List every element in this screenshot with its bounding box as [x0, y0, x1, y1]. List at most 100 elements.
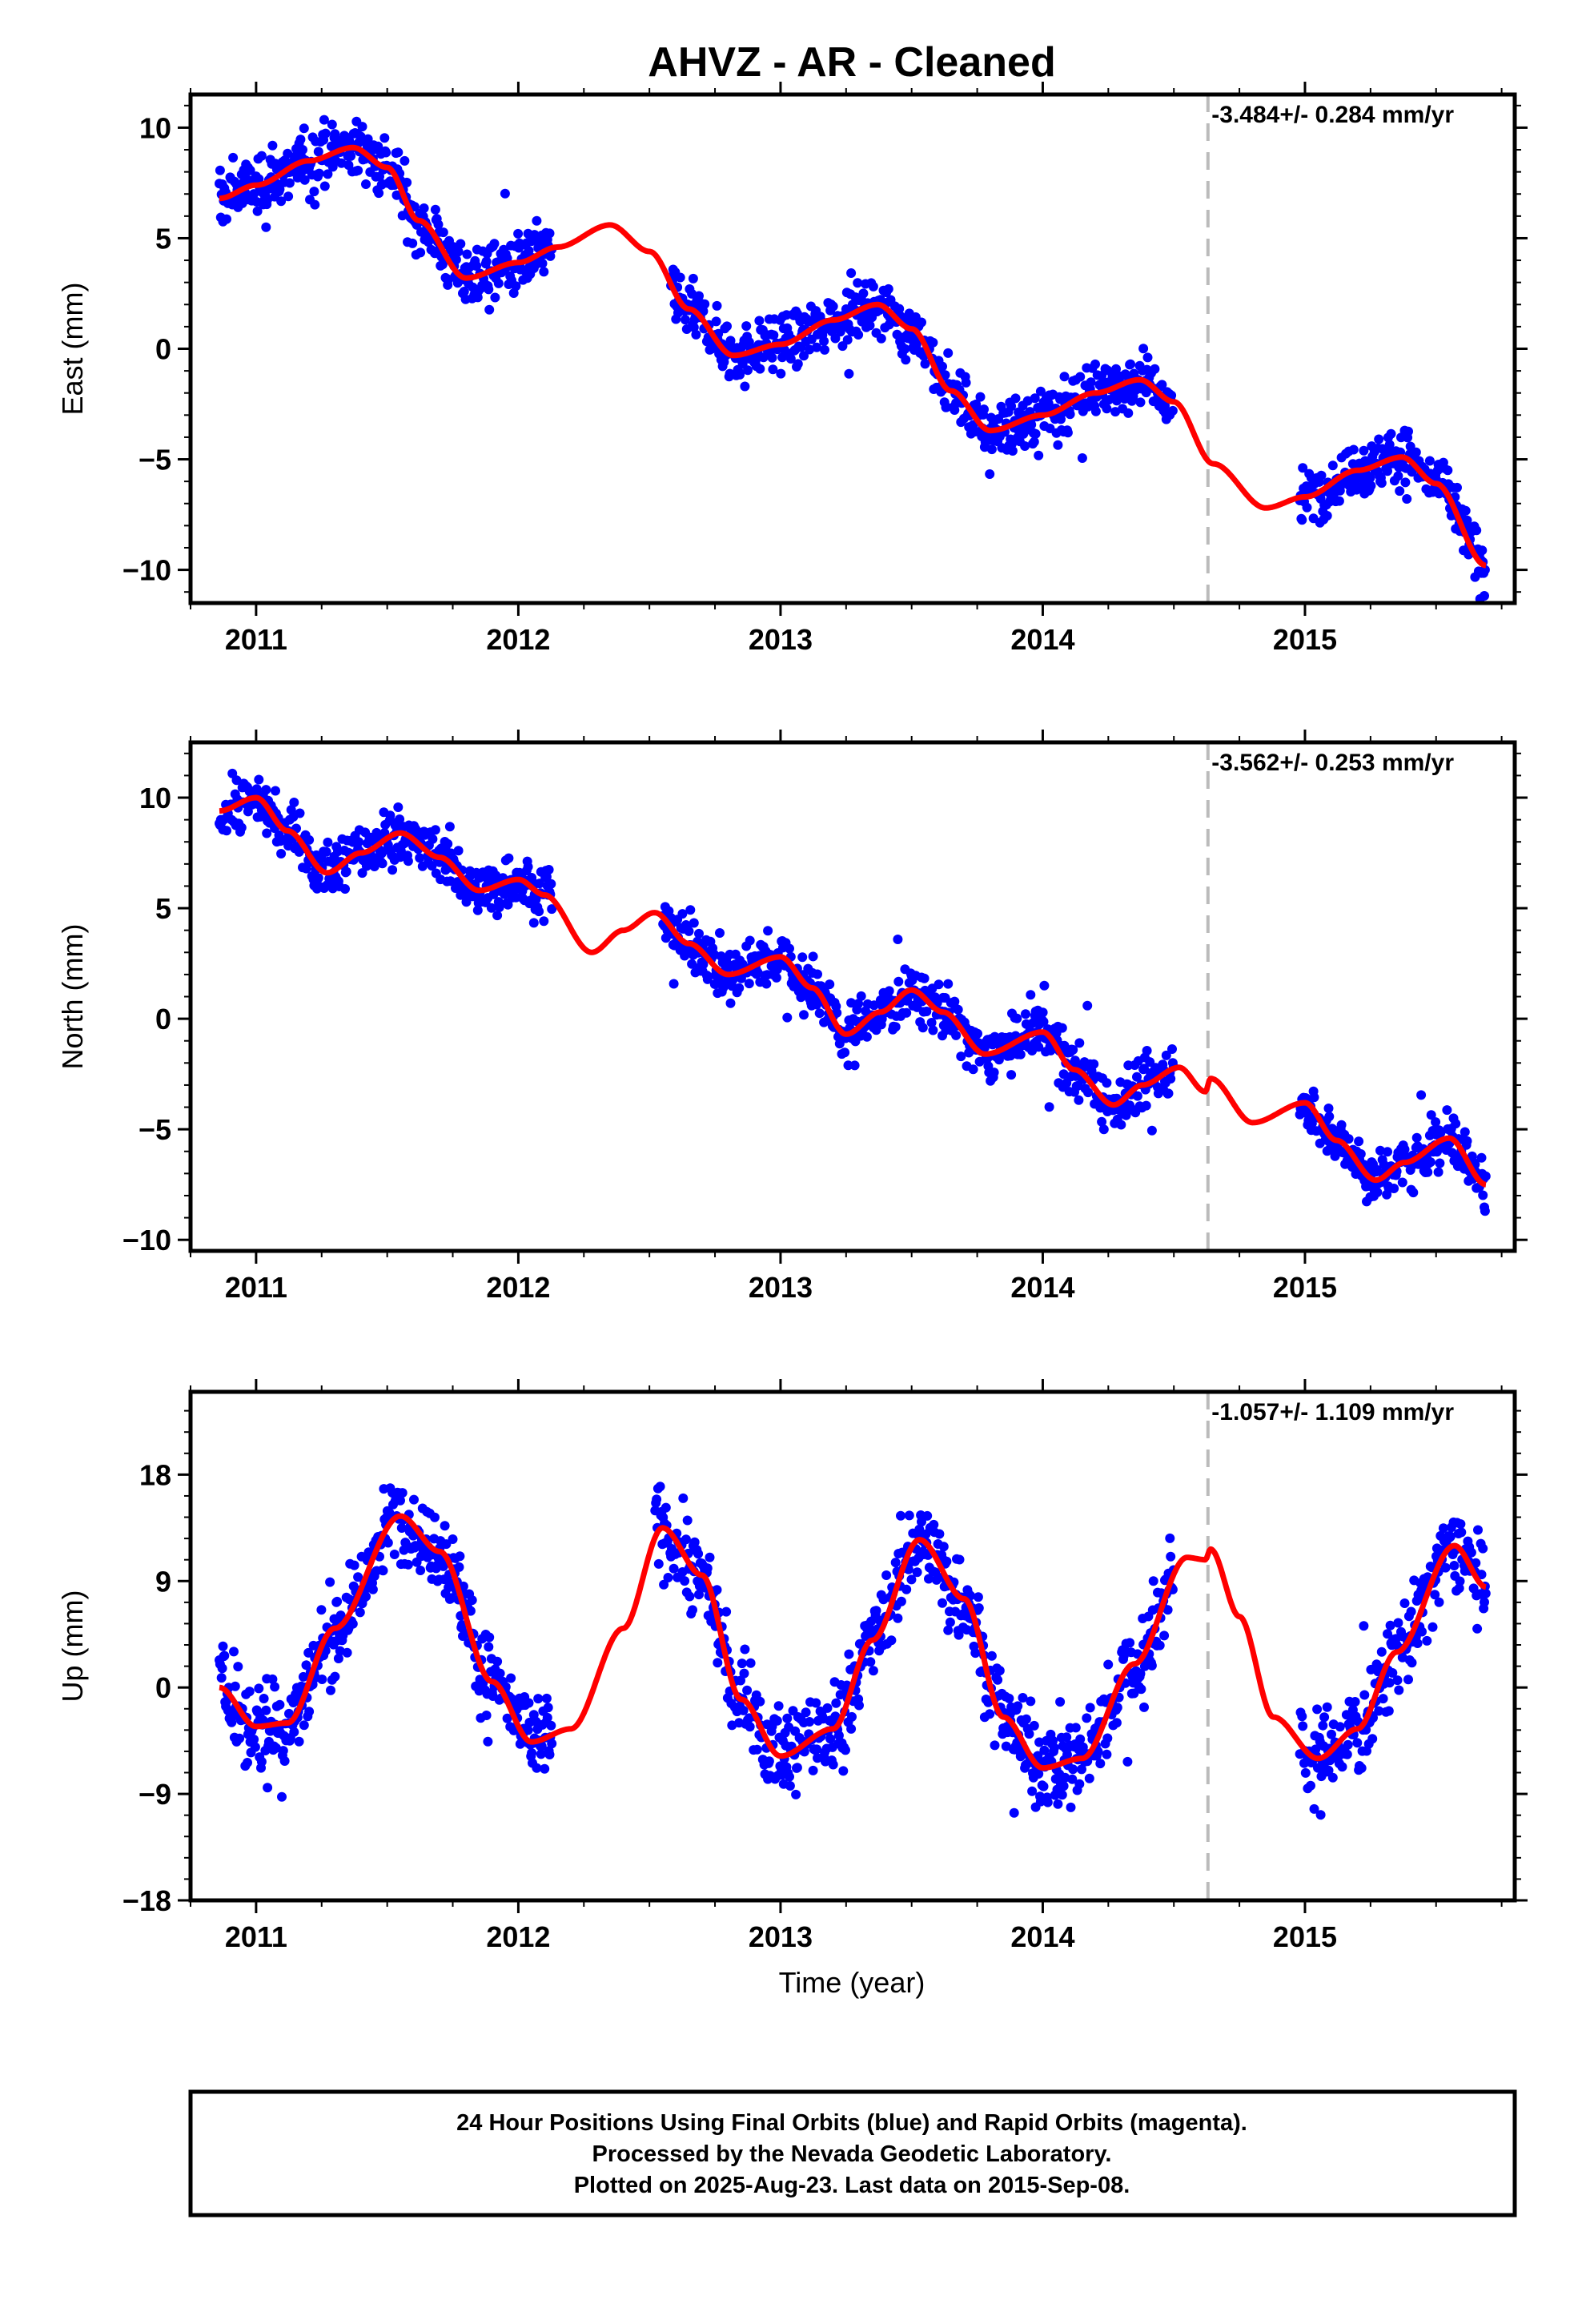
- data-point: [740, 1644, 750, 1655]
- data-point: [349, 1560, 359, 1570]
- y-tick-label: −9: [139, 1778, 171, 1811]
- data-point: [769, 330, 779, 340]
- data-point: [347, 1618, 358, 1629]
- data-point: [1462, 515, 1472, 525]
- data-point: [254, 174, 264, 184]
- data-point: [1086, 377, 1096, 388]
- data-point: [1322, 1702, 1332, 1712]
- data-point: [822, 1703, 833, 1713]
- data-point: [1417, 1626, 1427, 1637]
- data-point: [1472, 1623, 1483, 1634]
- data-point: [1095, 1759, 1106, 1769]
- data-point: [858, 288, 869, 299]
- data-point: [1359, 445, 1369, 456]
- data-point: [1300, 1767, 1311, 1778]
- data-point: [373, 141, 383, 151]
- data-point: [761, 979, 772, 989]
- data-point: [901, 1584, 912, 1594]
- data-point: [481, 1711, 492, 1720]
- data-point: [1477, 545, 1488, 556]
- data-point: [1476, 1570, 1487, 1580]
- data-point: [504, 853, 514, 863]
- data-point: [483, 1736, 493, 1747]
- data-point: [1352, 1738, 1363, 1748]
- footer-line-3: Plotted on 2025-Aug-23. Last data on 201…: [574, 2173, 1130, 2198]
- data-point: [893, 1613, 903, 1623]
- data-point: [1026, 990, 1036, 1000]
- data-point: [263, 195, 273, 205]
- data-point: [355, 1607, 365, 1618]
- data-point: [1146, 1125, 1157, 1136]
- data-point: [492, 1656, 503, 1667]
- data-point: [1024, 1729, 1034, 1739]
- data-point: [327, 119, 337, 130]
- data-point: [954, 1554, 965, 1565]
- data-point: [801, 1707, 811, 1718]
- data-point: [900, 344, 910, 354]
- y-tick-label: −10: [122, 554, 171, 587]
- data-point: [1085, 1703, 1095, 1713]
- data-point: [1460, 1127, 1470, 1137]
- data-point: [1298, 1721, 1308, 1731]
- data-point: [299, 175, 310, 185]
- data-point: [693, 1549, 704, 1559]
- data-point: [1034, 1769, 1044, 1779]
- data-point: [454, 1562, 464, 1572]
- data-point: [833, 1731, 844, 1741]
- footer-box: 24 Hour Positions Using Final Orbits (bl…: [188, 2089, 1517, 2217]
- data-point: [689, 322, 699, 332]
- data-point: [1027, 1786, 1038, 1796]
- data-point: [490, 292, 500, 303]
- data-point: [284, 1708, 294, 1719]
- data-point: [1029, 436, 1039, 447]
- data-point: [524, 1698, 534, 1708]
- data-point: [808, 951, 818, 962]
- data-point: [738, 1705, 749, 1715]
- data-point: [970, 1648, 981, 1659]
- data-point: [1039, 1745, 1050, 1755]
- data-point: [1337, 1762, 1347, 1772]
- data-point: [1077, 1764, 1086, 1775]
- x-tick-label: 2015: [1273, 1271, 1337, 1304]
- data-point: [1004, 1693, 1014, 1703]
- data-point: [1126, 359, 1135, 369]
- data-point: [705, 1552, 715, 1562]
- data-point: [689, 918, 699, 928]
- data-point: [1378, 1694, 1388, 1704]
- data-point: [1038, 1007, 1048, 1018]
- data-point: [1075, 372, 1086, 382]
- y-axis-label: Up (mm): [56, 1590, 89, 1703]
- data-point: [1082, 1000, 1093, 1011]
- data-point: [1053, 1799, 1063, 1809]
- data-point: [713, 1658, 723, 1668]
- data-point: [544, 865, 554, 875]
- data-point: [1142, 352, 1153, 363]
- data-point: [768, 364, 778, 375]
- data-point: [812, 342, 822, 352]
- data-point: [396, 1523, 407, 1533]
- data-point: [389, 1550, 400, 1559]
- data-point: [1159, 1630, 1170, 1641]
- data-point: [813, 969, 822, 979]
- data-point: [1070, 1723, 1081, 1733]
- data-point: [320, 128, 331, 139]
- y-tick-label: −5: [139, 1113, 171, 1146]
- data-point: [1480, 591, 1489, 601]
- x-tick-label: 2011: [225, 1920, 287, 1953]
- data-point: [1306, 1780, 1315, 1791]
- data-point: [1327, 460, 1338, 471]
- data-point: [544, 1750, 555, 1759]
- data-point: [1093, 1747, 1103, 1757]
- data-point: [830, 333, 841, 344]
- x-tick-label: 2012: [486, 1920, 550, 1953]
- data-point: [1384, 1678, 1395, 1688]
- data-point: [385, 810, 396, 821]
- data-point: [265, 1726, 275, 1736]
- data-point: [1451, 1119, 1461, 1129]
- data-point: [819, 336, 829, 346]
- data-point: [1411, 1132, 1422, 1143]
- data-point: [243, 1758, 252, 1767]
- data-point: [502, 1713, 512, 1723]
- data-point: [1407, 1658, 1417, 1668]
- data-point: [1435, 1158, 1445, 1168]
